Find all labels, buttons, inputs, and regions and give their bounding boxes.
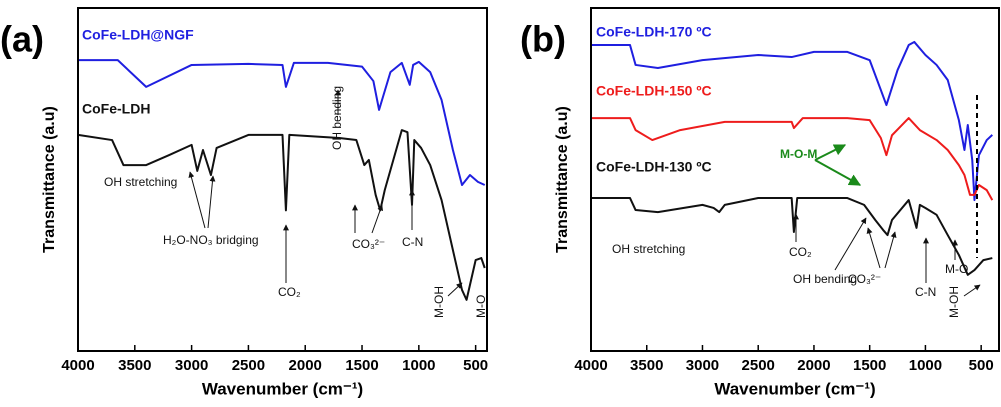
- plot-frame: [77, 7, 488, 352]
- arrow: [834, 217, 867, 271]
- arrow: [884, 231, 897, 269]
- annotation: CO₃²⁻: [848, 272, 881, 286]
- arrow: [814, 159, 862, 186]
- annotation: M-OH: [947, 286, 961, 318]
- annotation: OH stretching: [104, 175, 177, 189]
- x-tick-label: 2500: [232, 357, 265, 374]
- x-tick-label: 2000: [797, 357, 830, 374]
- spectrum-line: [78, 59, 486, 186]
- x-tick-label: 4000: [574, 357, 607, 374]
- annotation: M-O: [945, 262, 968, 276]
- annotation: M-O: [474, 295, 488, 318]
- series-label: CoFe-LDH: [82, 101, 150, 117]
- arrow: [814, 144, 847, 161]
- annotation: OH bending: [793, 272, 857, 286]
- x-tick-label: 1500: [345, 357, 378, 374]
- x-tick-label: 1000: [402, 357, 435, 374]
- spectrum-line: [77, 129, 486, 301]
- arrow: [963, 284, 981, 297]
- annotation: C-N: [402, 235, 423, 249]
- x-tick-label: 500: [463, 357, 488, 374]
- y-axis-label: Transmittance (a.u): [41, 106, 58, 253]
- spectrum-line: [591, 40, 993, 202]
- annotation: CO₃²⁻: [352, 237, 385, 251]
- annotation: M-O-M: [780, 147, 817, 161]
- x-tick-label: 3000: [175, 357, 208, 374]
- arrow: [371, 204, 384, 234]
- arrow: [866, 227, 881, 269]
- series-label: CoFe-LDH@NGF: [82, 27, 194, 43]
- spectrum-line: [591, 197, 993, 276]
- x-tick-label: 3000: [686, 357, 719, 374]
- series-label: CoFe-LDH-170 ºC: [596, 24, 712, 40]
- annotation: C-N: [915, 285, 936, 299]
- annotation: OH bending: [330, 86, 344, 150]
- x-tick-label: 3500: [118, 357, 151, 374]
- annotation: CO₂: [278, 285, 301, 299]
- panel-label: (a): [0, 19, 44, 60]
- x-tick-label: 500: [969, 357, 994, 374]
- spectrum-line: [591, 117, 994, 201]
- annotation: CO₂: [789, 245, 812, 259]
- annotation: M-OH: [432, 286, 446, 318]
- plot-frame: [590, 7, 1000, 352]
- x-tick-label: 1000: [909, 357, 942, 374]
- annotation: OH stretching: [612, 242, 685, 256]
- x-axis-label: Wavenumber (cm⁻¹): [202, 379, 363, 398]
- series-label: CoFe-LDH-130 ºC: [596, 159, 712, 175]
- x-tick-label: 1500: [853, 357, 886, 374]
- y-axis-label: Transmittance (a.u): [554, 106, 571, 253]
- x-tick-label: 2000: [289, 357, 322, 374]
- arrow: [207, 175, 216, 229]
- arrow: [447, 282, 463, 297]
- annotation: H₂O-NO₃ bridging: [163, 233, 259, 247]
- x-axis-label: Wavenumber (cm⁻¹): [714, 379, 875, 398]
- arrow: [188, 171, 206, 229]
- x-tick-label: 4000: [61, 357, 94, 374]
- x-tick-label: 2500: [742, 357, 775, 374]
- series-label: CoFe-LDH-150 ºC: [596, 83, 712, 99]
- panel-label: (b): [520, 19, 566, 60]
- x-tick-label: 3500: [630, 357, 663, 374]
